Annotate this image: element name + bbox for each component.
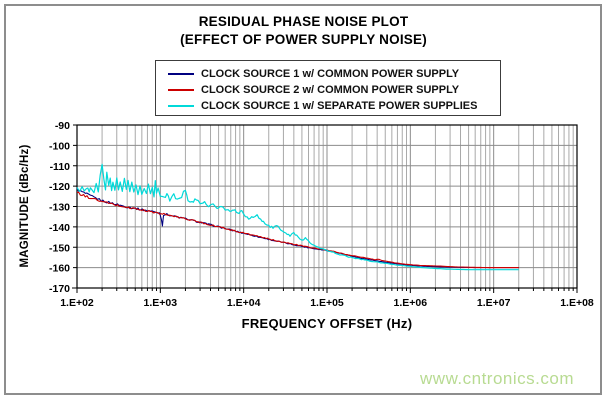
series-line-2 [76, 163, 519, 271]
chart-title-line1: RESIDUAL PHASE NOISE PLOT [198, 14, 409, 29]
svg-text:1.E+05: 1.E+05 [310, 297, 344, 309]
legend-line-swatch-navy [168, 73, 194, 75]
legend-entry-clock1-common: CLOCK SOURCE 1 w/ COMMON POWER SUPPLY [156, 66, 500, 82]
svg-text:-100: -100 [49, 140, 70, 152]
svg-text:-140: -140 [49, 222, 70, 234]
svg-text:-120: -120 [49, 181, 70, 193]
svg-text:1.E+08: 1.E+08 [560, 297, 594, 309]
svg-text:1.E+04: 1.E+04 [227, 297, 261, 309]
series-line-1 [76, 191, 519, 269]
legend-label: CLOCK SOURCE 1 w/ SEPARATE POWER SUPPLIE… [201, 100, 478, 112]
svg-text:1.E+02: 1.E+02 [60, 297, 94, 309]
chart-title-line2: (EFFECT OF POWER SUPPLY NOISE) [180, 32, 427, 47]
legend-label: CLOCK SOURCE 2 w/ COMMON POWER SUPPLY [201, 84, 460, 96]
svg-text:-150: -150 [49, 242, 70, 254]
watermark-cntronics: www.cntronics.com [420, 369, 574, 388]
legend-label: CLOCK SOURCE 1 w/ COMMON POWER SUPPLY [201, 68, 460, 80]
svg-text:-90: -90 [55, 120, 70, 132]
legend-entry-clock1-separate: CLOCK SOURCE 1 w/ SEPARATE POWER SUPPLIE… [156, 98, 500, 114]
svg-text:1.E+03: 1.E+03 [144, 297, 178, 309]
y-axis-title: MAGNITUDE (dBc/Hz) [19, 144, 31, 268]
svg-text:1.E+07: 1.E+07 [477, 297, 511, 309]
legend-entry-clock2-common: CLOCK SOURCE 2 w/ COMMON POWER SUPPLY [156, 82, 500, 98]
legend-box: CLOCK SOURCE 1 w/ COMMON POWER SUPPLY CL… [155, 60, 501, 116]
x-axis-title: FREQUENCY OFFSET (Hz) [241, 316, 413, 331]
svg-text:-130: -130 [49, 202, 70, 214]
series-line-0 [76, 188, 519, 269]
svg-text:1.E+06: 1.E+06 [394, 297, 428, 309]
legend-line-swatch-cyan [168, 105, 194, 107]
legend-line-swatch-red [168, 89, 194, 91]
svg-text:-110: -110 [50, 161, 71, 173]
chart-title: RESIDUAL PHASE NOISE PLOT (EFFECT OF POW… [0, 13, 607, 49]
svg-text:-160: -160 [49, 263, 70, 275]
svg-text:-170: -170 [49, 283, 70, 295]
